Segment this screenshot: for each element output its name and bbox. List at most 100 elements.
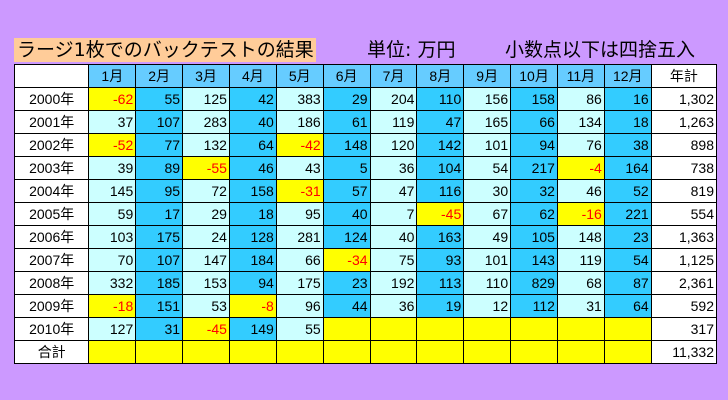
monthly-value-cell: -16 <box>556 202 605 226</box>
table-row: 2004年 145 95 72 158 -31 57 47 116 30 32 46 52 819 <box>13 179 718 203</box>
monthly-value-cell <box>603 317 652 341</box>
monthly-value-cell: 70 <box>88 248 137 272</box>
year-label: 2009年 <box>13 294 90 318</box>
monthly-value-cell: 156 <box>463 87 512 111</box>
monthly-value-cell: -45 <box>182 317 230 341</box>
monthly-value-cell: -31 <box>275 179 324 203</box>
monthly-value-cell: 113 <box>416 271 465 295</box>
monthly-value-cell: 18 <box>603 110 652 134</box>
monthly-value-cell: 40 <box>228 110 277 134</box>
grand-total-label: 合計 <box>13 340 90 364</box>
monthly-value-cell: 96 <box>275 294 324 318</box>
empty-cell <box>369 340 418 364</box>
monthly-value-cell: 29 <box>322 87 371 111</box>
monthly-value-cell: 332 <box>88 271 137 295</box>
year-label: 2005年 <box>13 202 90 226</box>
monthly-value-cell: 101 <box>463 133 512 157</box>
monthly-value-cell: 145 <box>88 179 137 203</box>
annual-total-cell: 1,302 <box>650 87 718 111</box>
monthly-value-cell: 44 <box>322 294 371 318</box>
monthly-value-cell: 38 <box>603 133 652 157</box>
table-row: 2006年 103 175 24 128 281 124 40 163 49 105 148 23 1,3… <box>13 225 718 249</box>
monthly-value-cell: 148 <box>322 133 371 157</box>
monthly-value-cell: 75 <box>369 248 418 272</box>
month-header: 10月 <box>510 64 558 88</box>
annual-total-cell: 898 <box>650 133 718 157</box>
monthly-value-cell: 89 <box>135 156 184 180</box>
monthly-value-cell: 57 <box>322 179 371 203</box>
monthly-value-cell: 5 <box>322 156 371 180</box>
monthly-value-cell: 112 <box>510 294 558 318</box>
monthly-value-cell: 175 <box>275 271 324 295</box>
monthly-value-cell <box>322 317 371 341</box>
monthly-value-cell: 7 <box>369 202 418 226</box>
monthly-value-cell: 72 <box>182 179 230 203</box>
annual-total-cell: 592 <box>650 294 718 318</box>
monthly-value-cell: 31 <box>556 294 605 318</box>
corner-cell <box>13 64 90 88</box>
monthly-value-cell: 66 <box>510 110 558 134</box>
monthly-value-cell: 52 <box>603 179 652 203</box>
monthly-value-cell: 119 <box>556 248 605 272</box>
monthly-value-cell: 95 <box>275 202 324 226</box>
month-header-row: 1月 2月 3月 4月 5月 6月 7月 8月 9月 10月 11月 12月 年計 <box>13 64 718 88</box>
monthly-value-cell: 383 <box>275 87 324 111</box>
monthly-value-cell: 47 <box>369 179 418 203</box>
monthly-value-cell: 23 <box>603 225 652 249</box>
monthly-value-cell: 95 <box>135 179 184 203</box>
monthly-value-cell: 55 <box>135 87 184 111</box>
monthly-value-cell <box>369 317 418 341</box>
monthly-value-cell: 67 <box>463 202 512 226</box>
year-label: 2010年 <box>13 317 90 341</box>
monthly-value-cell: 43 <box>275 156 324 180</box>
monthly-value-cell: -42 <box>275 133 324 157</box>
table-row: 2002年 -52 77 132 64 -42 148 120 142 101 94 76 38 898 <box>13 133 718 157</box>
empty-cell <box>510 340 558 364</box>
monthly-value-cell: 107 <box>135 248 184 272</box>
monthly-value-cell: 19 <box>416 294 465 318</box>
month-header: 9月 <box>463 64 512 88</box>
month-header: 3月 <box>182 64 230 88</box>
monthly-value-cell: 128 <box>228 225 277 249</box>
monthly-value-cell: 103 <box>88 225 137 249</box>
monthly-value-cell: 151 <box>135 294 184 318</box>
monthly-value-cell: 217 <box>510 156 558 180</box>
empty-cell <box>182 340 230 364</box>
table-row: 2008年 332 185 153 94 175 23 192 113 110 829 68 87 2,3… <box>13 271 718 295</box>
monthly-value-cell: 17 <box>135 202 184 226</box>
month-header: 8月 <box>416 64 465 88</box>
unit-label: 単位: 万円 <box>367 39 456 61</box>
month-header: 4月 <box>228 64 277 88</box>
monthly-value-cell: 29 <box>182 202 230 226</box>
annual-total-cell: 1,125 <box>650 248 718 272</box>
monthly-value-cell: 158 <box>510 87 558 111</box>
table-row: 2007年 70 107 147 184 66 -34 75 93 101 143 119 54 1,12… <box>13 248 718 272</box>
monthly-value-cell: 149 <box>228 317 277 341</box>
month-header: 6月 <box>322 64 371 88</box>
month-header: 7月 <box>369 64 418 88</box>
monthly-value-cell: -52 <box>88 133 137 157</box>
monthly-value-cell: 127 <box>88 317 137 341</box>
monthly-value-cell: 64 <box>228 133 277 157</box>
monthly-value-cell: 86 <box>556 87 605 111</box>
monthly-value-cell: 76 <box>556 133 605 157</box>
annual-total-cell: 317 <box>650 317 718 341</box>
empty-cell <box>88 340 137 364</box>
empty-cell <box>463 340 512 364</box>
empty-cell <box>228 340 277 364</box>
monthly-value-cell: 116 <box>416 179 465 203</box>
annual-total-cell: 1,363 <box>650 225 718 249</box>
monthly-value-cell <box>510 317 558 341</box>
monthly-value-cell: 101 <box>463 248 512 272</box>
monthly-value-cell: 829 <box>510 271 558 295</box>
empty-cell <box>603 340 652 364</box>
monthly-value-cell: 49 <box>463 225 512 249</box>
month-header: 1月 <box>88 64 137 88</box>
monthly-value-cell: 148 <box>556 225 605 249</box>
annual-total-cell: 2,361 <box>650 271 718 295</box>
monthly-value-cell: 36 <box>369 156 418 180</box>
table-row: 2009年 -18 151 53 -8 96 44 36 19 12 112 31 64 592 <box>13 294 718 318</box>
year-label: 2003年 <box>13 156 90 180</box>
monthly-value-cell: 94 <box>228 271 277 295</box>
monthly-value-cell: 31 <box>135 317 184 341</box>
